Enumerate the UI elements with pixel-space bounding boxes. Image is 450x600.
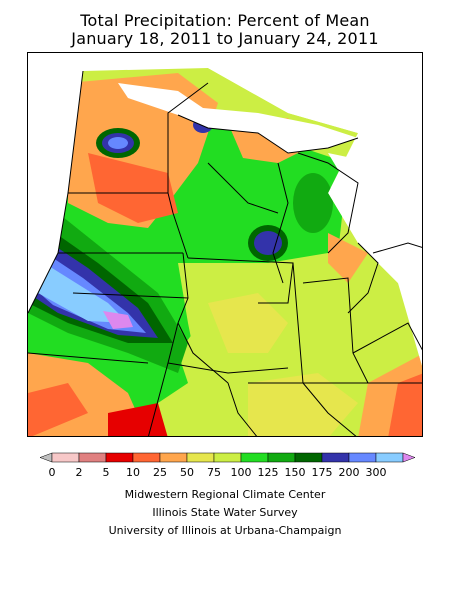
legend-tick-label: 125 [258, 466, 279, 479]
legend-tick-label: 50 [180, 466, 194, 479]
legend-swatch [51, 452, 80, 463]
legend-tick-label: 2 [76, 466, 83, 479]
legend-swatch [375, 452, 404, 463]
legend-swatch [78, 452, 107, 463]
map-canvas [28, 53, 422, 436]
legend-swatch [40, 452, 53, 463]
legend-swatch [240, 452, 269, 463]
legend-swatch [159, 452, 188, 463]
legend-swatch [105, 452, 134, 463]
legend-swatch [186, 452, 215, 463]
credit-line-1: Midwestern Regional Climate Center [124, 488, 326, 501]
precipitation-map [27, 52, 423, 437]
legend-tick-label: 175 [312, 466, 333, 479]
legend-swatch [213, 452, 242, 463]
legend-tick-label: 25 [153, 466, 167, 479]
map-title-line-2: January 18, 2011 to January 24, 2011 [71, 29, 379, 48]
credit-line-3: University of Illinois at Urbana-Champai… [108, 524, 342, 537]
legend-tick-label: 200 [339, 466, 360, 479]
legend-tick-label: 75 [207, 466, 221, 479]
legend-tick-label: 0 [49, 466, 56, 479]
credit-line-2: Illinois State Water Survey [152, 506, 298, 519]
legend-tick-label: 5 [103, 466, 110, 479]
legend-swatch [132, 452, 161, 463]
precipitation-legend: 0 2 5 10 25 50 75 100 125 150 175 200 300 [40, 452, 415, 479]
legend-swatch [321, 452, 350, 463]
map-title-line-1: Total Precipitation: Percent of Mean [80, 11, 370, 30]
legend-swatch [267, 452, 296, 463]
legend-swatch [348, 452, 377, 463]
legend-tick-label: 100 [231, 466, 252, 479]
legend-tick-label: 10 [126, 466, 140, 479]
legend-tick-label: 150 [285, 466, 306, 479]
legend-swatch [402, 452, 415, 463]
legend-tick-label: 300 [366, 466, 387, 479]
legend-swatch [294, 452, 323, 463]
